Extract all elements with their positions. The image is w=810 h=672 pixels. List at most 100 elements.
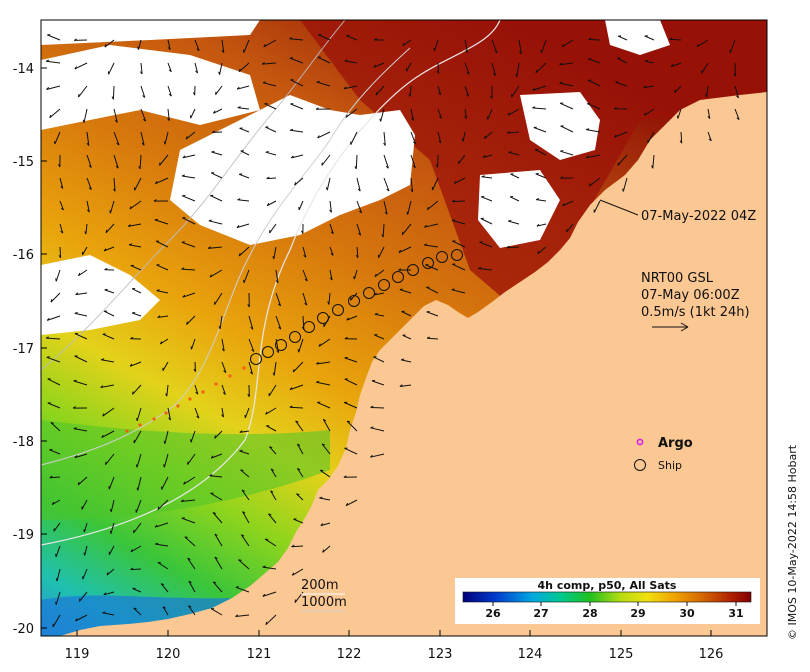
current-arrow-head [45,336,50,339]
current-arrow-head [438,116,442,119]
current-arrow-head [105,229,108,233]
current-arrow [275,269,279,283]
current-arrow [109,200,115,214]
current-arrow [706,85,709,97]
current-arrow [182,217,196,225]
current-arrow [644,35,655,41]
current-arrow [140,108,147,122]
current-arrow [73,428,88,432]
current-arrow [56,568,61,582]
current-arrow-head [435,164,439,168]
current-arrow-head [323,418,327,422]
current-arrow [105,453,115,466]
current-arrow-head [236,86,240,90]
current-arrow [128,223,142,227]
current-arrow [373,62,385,68]
current-arrow-head [209,474,213,477]
current-arrow-head [193,368,196,372]
current-arrow [239,127,250,133]
current-arrow [318,338,331,347]
current-arrow-head [317,135,320,139]
current-arrow [82,246,88,256]
current-arrow-head [46,356,50,358]
current-arrow-head [276,350,279,354]
current-arrow-head [559,81,563,84]
current-arrow-head [212,130,216,133]
ship-position-marker [451,249,463,261]
current-arrow [537,246,547,255]
current-arrow [208,220,223,225]
current-arrow-head [344,59,348,62]
current-arrow [190,430,196,443]
current-arrow-head [344,356,348,359]
current-arrow [481,196,493,202]
current-arrow-head [60,207,64,211]
current-arrow [289,57,304,64]
current-arrow [508,220,520,225]
current-arrow-head [102,413,105,417]
current-arrow [55,545,61,557]
current-arrow-head [88,187,92,190]
current-arrow [235,586,250,593]
isobath-1000m [41,47,411,466]
current-arrow-head [424,224,427,228]
current-arrow [221,407,224,418]
current-arrow [614,131,628,138]
current-arrow-head [708,138,712,142]
current-arrow [83,522,88,533]
current-arrow-head [58,164,61,168]
current-arrow [432,177,439,191]
current-arrow [181,241,196,248]
current-arrow-head [129,363,133,367]
current-arrow-head [181,241,185,243]
current-arrow [479,241,493,248]
current-arrow [518,39,522,54]
current-arrow-head [291,572,295,576]
current-arrow-head [142,95,146,98]
current-arrow [210,172,223,179]
track-dot [164,411,168,415]
current-arrow-head [196,415,200,419]
current-arrow [532,85,547,91]
current-arrow-head [214,556,218,560]
current-time-label: 07-May 06:00Z [641,288,740,303]
current-arrow-head [278,326,282,330]
current-arrow [270,468,277,478]
current-arrow [316,81,331,87]
current-arrow [74,355,88,363]
current-arrow [378,246,385,259]
current-arrow-head [266,202,270,206]
current-arrow [480,218,493,225]
current-arrow [243,39,250,53]
current-arrow [426,311,439,317]
current-arrow-head [181,174,185,177]
current-arrow [729,39,736,54]
current-arrow [160,583,169,593]
current-arrow-head [478,266,482,269]
current-arrow [221,39,225,53]
legend-200m: 200m [301,578,338,593]
current-arrow [59,223,64,234]
current-arrow [407,200,412,215]
current-arrow-head [237,198,241,201]
current-arrow-head [614,134,617,138]
current-arrow [241,489,250,501]
current-arrow [238,62,250,73]
ship-position-marker [422,257,434,269]
current-scale-arrow [652,322,689,332]
current-arrow-head [55,578,58,582]
current-arrow-head [559,62,563,66]
current-arrow-head [83,552,86,556]
current-arrow-head [493,73,496,77]
current-arrow-head [507,130,511,134]
current-arrow-head [301,230,304,234]
current-arrow [248,315,254,330]
map-plot-area[interactable] [41,20,767,636]
current-arrow [510,173,520,179]
current-arrow-head [137,46,139,50]
current-arrow [164,131,169,145]
current-arrow-head [75,292,79,296]
current-arrow [424,223,439,228]
current-arrow [643,85,655,89]
current-vectors [45,34,740,628]
